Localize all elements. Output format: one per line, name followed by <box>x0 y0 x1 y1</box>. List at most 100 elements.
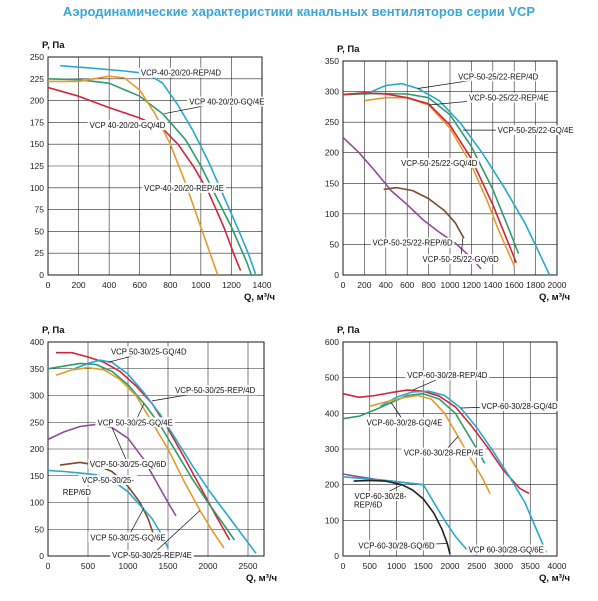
series-label-bg <box>495 125 576 136</box>
series-label-bg <box>109 346 189 357</box>
series-label-bg <box>95 417 175 428</box>
y-tick-label: 100 <box>325 515 339 525</box>
y-tick-label: 100 <box>30 183 44 193</box>
y-axis-label: P, Па <box>337 44 360 55</box>
series-label: VCP-50-25/22-GQ/4D <box>401 159 478 168</box>
series-line-4 <box>55 366 225 549</box>
series-label: VCP 40-20/20-GQ/4E <box>189 97 264 106</box>
y-tick-label: 125 <box>30 161 44 171</box>
series-label-bg <box>356 540 437 551</box>
chart-panel-3: 0 500 1000 1500 2000 2500 0 50 100 150 200 250 300 35… <box>30 325 277 584</box>
y-tick-label: 150 <box>30 471 44 481</box>
y-tick-label: 200 <box>30 96 44 106</box>
chart-panel-2: 0 200 400 600 800 1000 1200 1400 1600 1800 2000 0 50… <box>325 44 576 303</box>
x-tick-label: 400 <box>102 280 116 290</box>
y-tick-label: 100 <box>30 498 44 508</box>
series-line-7 <box>353 479 451 555</box>
x-tick-label: 500 <box>363 561 377 571</box>
series-label-bg <box>142 182 226 193</box>
y-tick-label: 150 <box>325 178 339 188</box>
series-line-1 <box>364 82 551 276</box>
series-label-bg <box>62 486 92 497</box>
x-tick-label: 3500 <box>521 561 540 571</box>
plot-frame <box>342 341 558 557</box>
y-tick-label: 350 <box>30 364 44 374</box>
y-tick-label: 0 <box>39 551 44 561</box>
x-tick-label: 1200 <box>222 280 241 290</box>
series-label-bg <box>420 254 501 265</box>
x-tick-label: 1000 <box>191 280 210 290</box>
y-axis-label: P, Па <box>337 325 360 336</box>
series-line-3 <box>47 362 236 541</box>
series-line-5 <box>47 423 177 517</box>
series-line-1 <box>342 389 530 495</box>
y-tick-label: 200 <box>325 480 339 490</box>
series-label-bg <box>139 67 223 78</box>
label-leader-line <box>151 510 201 556</box>
x-tick-label: 3000 <box>494 561 513 571</box>
series-label-bg <box>78 475 138 486</box>
series-label: VCP-50-30/25-REP/4D <box>175 386 256 395</box>
y-tick-label: 75 <box>35 205 45 215</box>
y-tick-label: 50 <box>330 239 340 249</box>
x-tick-label: 500 <box>81 561 95 571</box>
x-tick-label: 1000 <box>387 561 406 571</box>
series-label-bg <box>87 120 168 131</box>
y-tick-label: 0 <box>334 270 339 280</box>
series-label: VCP-60-30/28-REP/4E <box>404 449 484 458</box>
series-line-1 <box>60 64 257 276</box>
label-leader-line <box>111 427 129 465</box>
series-label: VCP-50-25/22-REP/4E <box>469 94 549 103</box>
x-tick-label: 800 <box>422 280 436 290</box>
series-label-bg <box>370 237 455 248</box>
y-axis-label: P, Па <box>42 325 65 336</box>
series-label-bg <box>88 458 168 469</box>
x-tick-label: 2000 <box>441 561 460 571</box>
plot-frame <box>342 60 558 276</box>
x-axis-label: Q, м³/ч <box>244 292 275 303</box>
series-line-7 <box>47 469 169 549</box>
series-label-bg <box>187 96 267 107</box>
x-axis-label: Q, м³/ч <box>539 292 570 303</box>
x-tick-label: 2500 <box>467 561 486 571</box>
series-label: VCP 50-30/25-GQ/6E <box>90 533 165 542</box>
y-tick-label: 150 <box>30 139 44 149</box>
series-label-bg <box>466 544 546 555</box>
series-label: REP/6D <box>354 500 383 509</box>
series-line-2 <box>47 78 253 276</box>
series-label: VCP 50-30/25-GQ/4E <box>98 418 173 427</box>
series-label: VCP-40-20/20-REP/4D <box>141 69 222 78</box>
series-label-bg <box>466 92 551 103</box>
x-tick-label: 800 <box>163 280 177 290</box>
series-label: VCP-50-30/25- <box>82 476 134 485</box>
series-label: VCP-50-25/22-GQ/6D <box>423 255 500 264</box>
y-tick-label: 250 <box>325 117 339 127</box>
x-tick-label: 200 <box>71 280 85 290</box>
y-tick-label: 250 <box>30 52 44 62</box>
y-tick-label: 25 <box>35 248 45 258</box>
y-tick-label: 200 <box>30 444 44 454</box>
series-label: VCP-50-25/22-REP/6D <box>372 239 453 248</box>
series-label: VCP-40-20/20-REP/4E <box>144 184 224 193</box>
y-tick-label: 225 <box>30 74 44 84</box>
series-label: REP/6D <box>63 488 92 497</box>
series-label-bg <box>353 499 383 510</box>
x-tick-label: 0 <box>341 280 346 290</box>
y-tick-label: 400 <box>30 337 44 347</box>
x-tick-label: 1500 <box>159 561 178 571</box>
x-tick-label: 1000 <box>119 561 138 571</box>
x-tick-label: 1500 <box>414 561 433 571</box>
series-line-2 <box>364 96 515 267</box>
x-axis-label: Q, м³/ч <box>539 573 570 584</box>
y-tick-label: 175 <box>30 117 44 127</box>
x-tick-label: 4000 <box>548 561 567 571</box>
x-tick-label: 1400 <box>483 280 502 290</box>
x-tick-label: 1200 <box>462 280 481 290</box>
y-tick-label: 600 <box>325 337 339 347</box>
series-line-1 <box>56 351 231 541</box>
series-line-3 <box>47 86 242 271</box>
y-tick-label: 200 <box>325 148 339 158</box>
y-tick-label: 500 <box>325 373 339 383</box>
series-label: VCP-60-30/28-GQ/6D <box>358 541 435 550</box>
x-tick-label: 1600 <box>505 280 524 290</box>
